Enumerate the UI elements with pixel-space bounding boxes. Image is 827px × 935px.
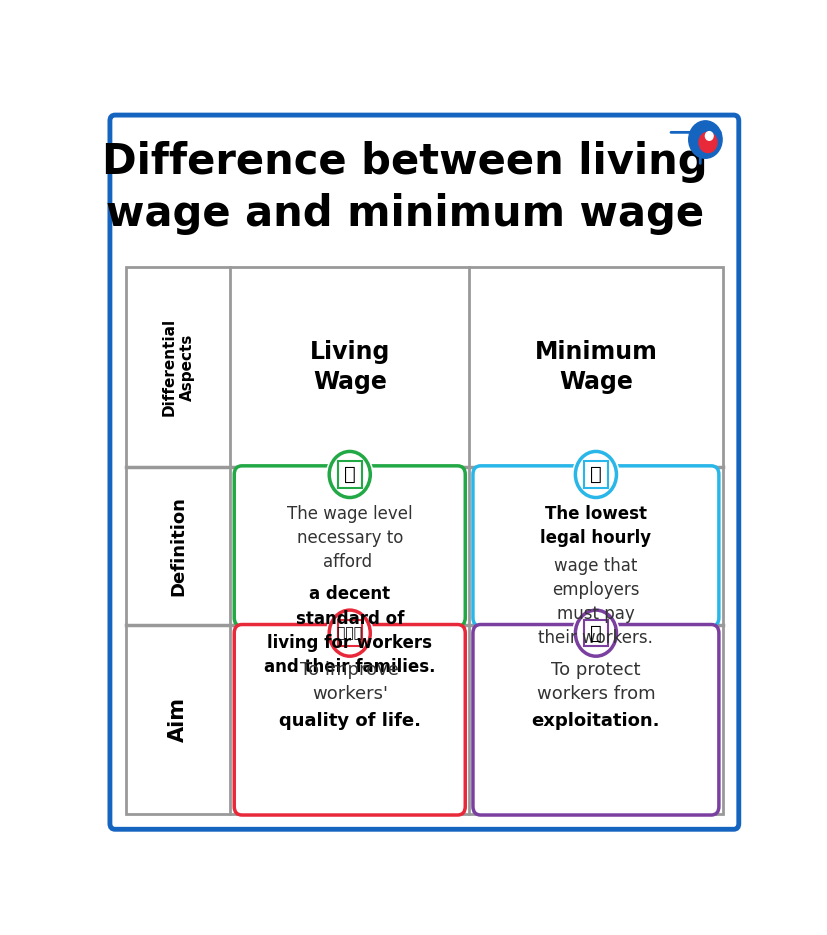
Text: 📋: 📋 xyxy=(590,465,601,484)
Text: Difference between living
wage and minimum wage: Difference between living wage and minim… xyxy=(103,141,707,235)
Circle shape xyxy=(698,133,716,152)
Bar xyxy=(241,633,457,806)
Text: exploitation.: exploitation. xyxy=(531,712,659,730)
Text: Aim: Aim xyxy=(168,698,188,742)
FancyBboxPatch shape xyxy=(110,115,738,829)
Circle shape xyxy=(327,607,372,659)
Bar xyxy=(126,267,722,814)
Text: Living
Wage: Living Wage xyxy=(309,340,390,394)
Bar xyxy=(480,633,710,806)
Text: The lowest
legal hourly: The lowest legal hourly xyxy=(540,505,651,547)
Text: To protect
workers from: To protect workers from xyxy=(536,660,654,703)
Bar xyxy=(241,474,457,618)
Text: 🏆: 🏆 xyxy=(590,624,601,642)
Text: Differential
Aspects: Differential Aspects xyxy=(161,318,194,416)
Text: Definition: Definition xyxy=(169,496,187,596)
Circle shape xyxy=(705,132,712,140)
Bar xyxy=(480,474,710,618)
Text: a decent
standard of
living for workers
and their families.: a decent standard of living for workers … xyxy=(264,585,435,676)
Circle shape xyxy=(327,449,372,500)
Text: wage that
employers
must pay
their workers.: wage that employers must pay their worke… xyxy=(538,556,653,647)
Circle shape xyxy=(572,607,619,659)
Circle shape xyxy=(572,449,619,500)
Text: To improve
workers': To improve workers' xyxy=(300,660,399,703)
Text: 👷: 👷 xyxy=(343,465,356,484)
Text: 👨‍👩‍👧: 👨‍👩‍👧 xyxy=(337,626,362,640)
Text: The wage level
necessary to
afford: The wage level necessary to afford xyxy=(287,505,412,571)
FancyBboxPatch shape xyxy=(234,625,465,815)
FancyBboxPatch shape xyxy=(472,466,718,626)
Text: Minimum
Wage: Minimum Wage xyxy=(534,340,657,394)
Circle shape xyxy=(688,121,721,158)
Text: quality of life.: quality of life. xyxy=(279,712,420,730)
FancyBboxPatch shape xyxy=(234,466,465,626)
FancyBboxPatch shape xyxy=(472,625,718,815)
